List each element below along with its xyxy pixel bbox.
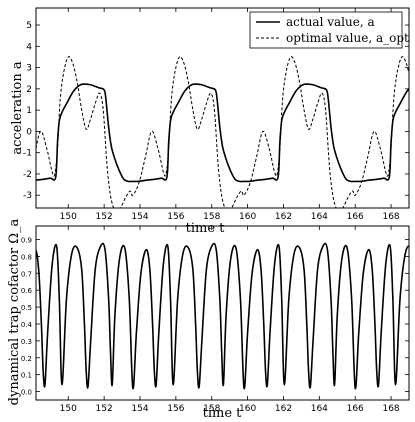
trap-cofactor-y-tick-label: 0.4: [21, 321, 33, 329]
acceleration-plot-frame: [35, 7, 410, 209]
acceleration-panel: 150 152 154 156 158 160 162 164 166 168 -3 -2 -1 0 1 2 3…: [10, 7, 410, 236]
acceleration-x-tick-label: 166: [347, 212, 364, 222]
legend-actual-label: actual value, a: [286, 15, 375, 29]
trap-cofactor-x-tick-label: 164: [311, 404, 328, 414]
trap-cofactor-series: [36, 242, 409, 390]
acceleration-x-tick-label: 164: [311, 212, 328, 222]
acceleration-series: [36, 56, 409, 208]
acceleration-optimal-series-line: [36, 56, 409, 208]
acceleration-x-tick-label: 156: [167, 212, 184, 222]
legend-optimal-label: optimal value, a_opt: [286, 31, 409, 45]
acceleration-y-tick-label: 2: [26, 85, 32, 95]
acceleration-ticks: 150 152 154 156 158 160 162 164 166 168 -3 -2 -1 0 1 2 3…: [23, 8, 409, 222]
trap-cofactor-x-tick-label: 162: [275, 404, 292, 414]
acceleration-y-tick-label: 1: [26, 106, 32, 116]
trap-cofactor-y-tick-label: 0.8: [21, 253, 32, 261]
acceleration-y-tick-label: -2: [23, 170, 32, 180]
trap-cofactor-x-tick-label: 156: [167, 404, 184, 414]
trap-cofactor-series-line: [36, 242, 409, 390]
acceleration-x-tick-label: 152: [96, 212, 113, 222]
legend-box: [249, 11, 403, 49]
trap-cofactor-y-tick-label: 0.9: [21, 237, 32, 245]
trap-cofactor-panel: 150 152 154 156 158 160 162 164 166 168 0.0 0.1 0.2 0…: [7, 218, 410, 421]
trap-cofactor-y-tick-label: 0.6: [21, 287, 33, 295]
trap-cofactor-x-tick-label: 154: [131, 404, 148, 414]
acceleration-y-axis-label: acceleration a: [10, 61, 25, 155]
trap-cofactor-y-tick-label: 0.1: [21, 372, 32, 380]
trap-cofactor-x-tick-label: 160: [239, 404, 256, 414]
acceleration-y-tick-label: 5: [26, 21, 32, 31]
acceleration-y-tick-label: 3: [26, 64, 32, 74]
acceleration-x-tick-label: 168: [382, 212, 399, 222]
trap-cofactor-x-tick-label: 166: [347, 404, 364, 414]
trap-cofactor-x-axis-label: time t: [203, 406, 243, 421]
trap-cofactor-y-tick-label: 0.7: [21, 270, 32, 278]
trap-cofactor-ticks: 150 152 154 156 158 160 162 164 166 168 0.0 0.1 0.2 0…: [21, 226, 409, 414]
legend: actual value, a optimal value, a_opt: [249, 11, 409, 49]
trap-cofactor-x-tick-label: 150: [60, 404, 77, 414]
acceleration-x-tick-label: 160: [239, 212, 256, 222]
trap-cofactor-x-tick-label: 152: [96, 404, 113, 414]
trap-cofactor-y-axis-label: dynamical trap cofactor Ω_a: [7, 218, 22, 405]
trap-cofactor-y-tick-label: 0.5: [21, 304, 32, 312]
trap-cofactor-x-tick-label: 158: [203, 404, 220, 414]
acceleration-x-tick-label: 154: [131, 212, 148, 222]
trap-cofactor-y-tick-label: 0.2: [21, 355, 32, 363]
acceleration-actual-series-line: [36, 83, 409, 183]
acceleration-y-tick-label: -3: [23, 191, 32, 201]
acceleration-x-tick-label: 158: [203, 212, 220, 222]
trap-cofactor-y-tick-label: 0.0: [21, 389, 32, 397]
acceleration-x-tick-label: 162: [275, 212, 292, 222]
acceleration-y-tick-label: -1: [23, 149, 32, 159]
trap-cofactor-y-tick-label: 0.3: [21, 338, 32, 346]
trap-cofactor-plot-frame: [35, 225, 410, 401]
acceleration-x-axis-label: time t: [186, 221, 226, 236]
acceleration-y-tick-label: 4: [26, 42, 32, 52]
acceleration-y-tick-label: 0: [26, 127, 32, 137]
acceleration-x-tick-label: 150: [60, 212, 77, 222]
trap-cofactor-x-tick-label: 168: [382, 404, 399, 414]
